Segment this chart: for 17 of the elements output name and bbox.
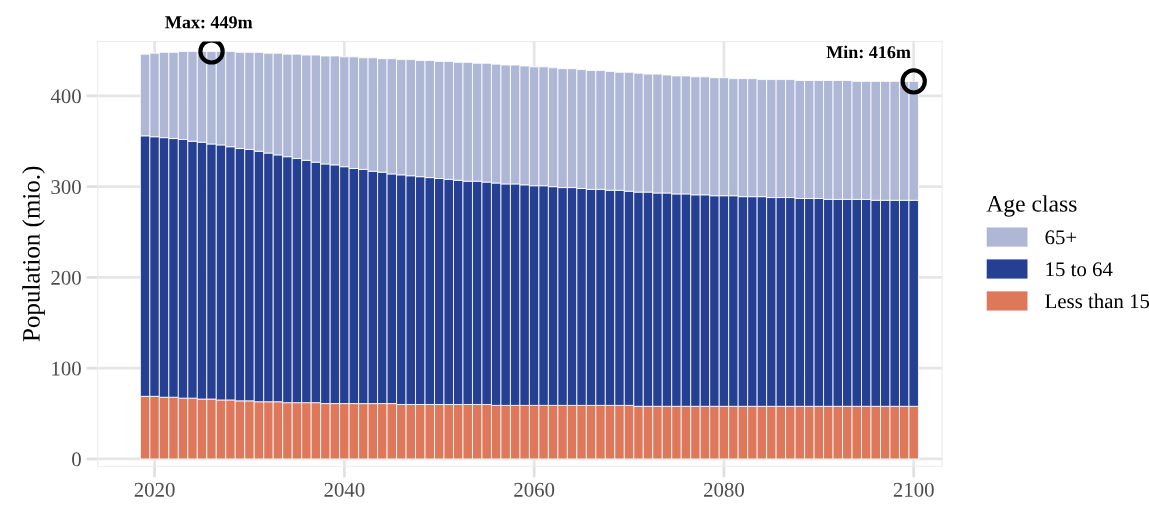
x-tick-label: 2040 xyxy=(324,482,365,497)
annotation: Max: 449m xyxy=(165,16,253,29)
x-tick-label: 2020 xyxy=(134,482,175,497)
y-tick-label: 100 xyxy=(52,361,81,376)
legend-label: 15 to 64 xyxy=(1046,262,1113,277)
legend-title: Age class xyxy=(986,195,1077,217)
y-tick-label: 400 xyxy=(50,89,81,104)
y-tick-label: 0 xyxy=(72,452,81,467)
legend-label: 65+ xyxy=(1045,230,1077,245)
y-tick-label: 200 xyxy=(51,270,81,285)
x-tick-label: 2100 xyxy=(893,482,934,497)
y-axis-title: Population (mio.) xyxy=(22,166,45,342)
annotation: Min: 416m xyxy=(826,45,911,59)
legend-label: Less than 15 xyxy=(1045,293,1149,309)
y-tick-label: 300 xyxy=(51,180,81,195)
x-tick-label: 2060 xyxy=(514,482,555,497)
x-tick-label: 2080 xyxy=(704,482,744,497)
